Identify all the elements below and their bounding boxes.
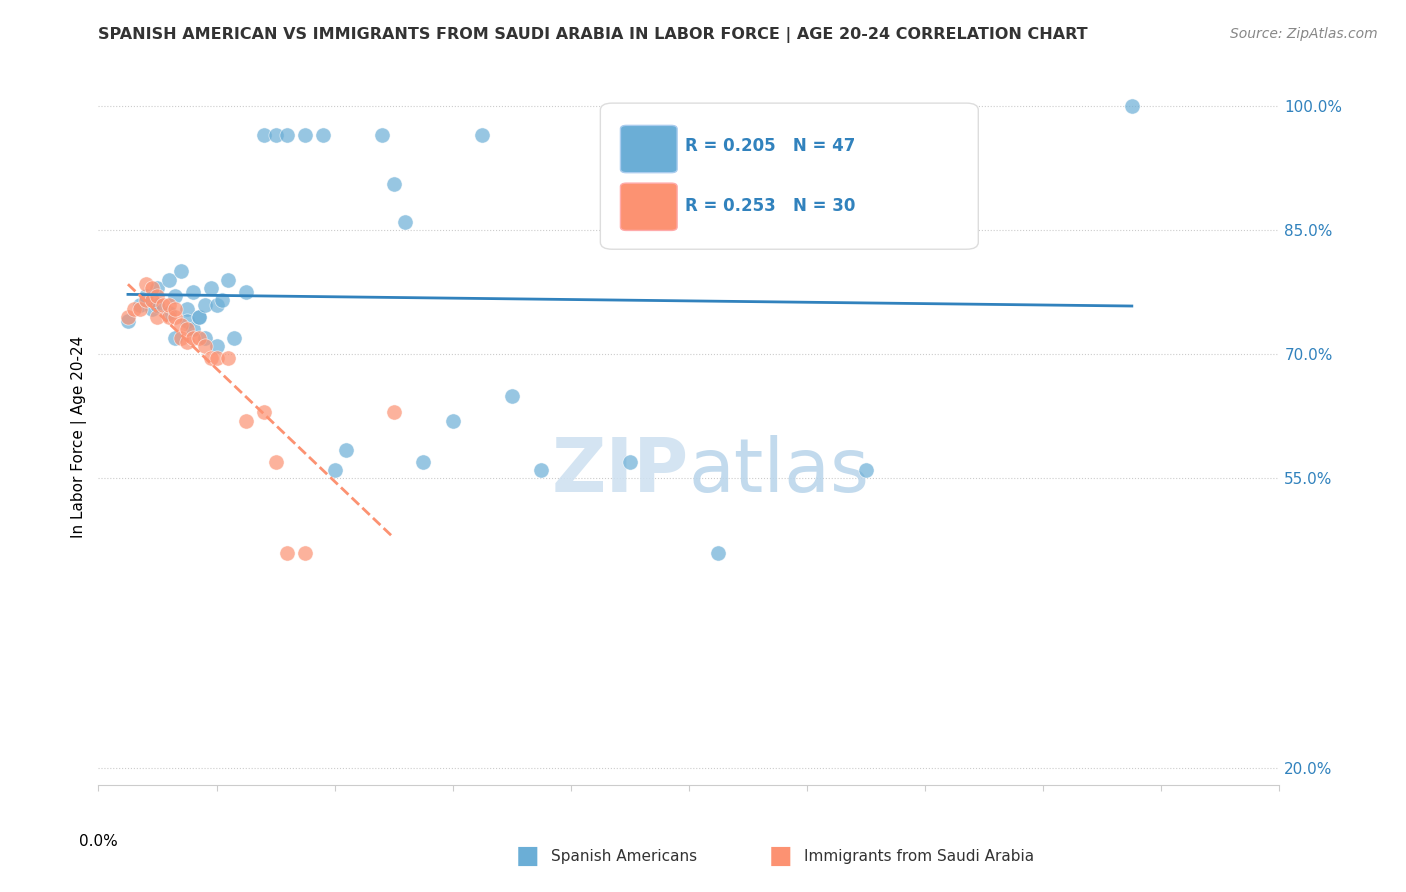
Point bbox=[117, 314, 139, 328]
Point bbox=[141, 281, 163, 295]
Point bbox=[294, 128, 316, 142]
Point bbox=[205, 339, 228, 353]
Text: Immigrants from Saudi Arabia: Immigrants from Saudi Arabia bbox=[804, 849, 1035, 863]
Point bbox=[176, 301, 198, 316]
Point bbox=[394, 215, 416, 229]
Point bbox=[176, 322, 198, 336]
Point bbox=[128, 297, 150, 311]
Text: Spanish Americans: Spanish Americans bbox=[551, 849, 697, 863]
Point bbox=[294, 546, 316, 560]
Point bbox=[211, 293, 233, 308]
Point bbox=[141, 293, 163, 308]
Text: R = 0.253   N = 30: R = 0.253 N = 30 bbox=[685, 197, 856, 215]
FancyBboxPatch shape bbox=[600, 103, 979, 249]
Point bbox=[205, 297, 228, 311]
Point bbox=[619, 455, 641, 469]
Point bbox=[170, 331, 193, 345]
Y-axis label: In Labor Force | Age 20-24: In Labor Force | Age 20-24 bbox=[72, 336, 87, 538]
Point bbox=[122, 301, 145, 316]
Point bbox=[187, 310, 209, 324]
FancyBboxPatch shape bbox=[620, 126, 678, 173]
Point bbox=[471, 128, 494, 142]
Point bbox=[264, 455, 287, 469]
Text: 0.0%: 0.0% bbox=[79, 834, 118, 848]
Point bbox=[264, 128, 287, 142]
FancyBboxPatch shape bbox=[620, 183, 678, 230]
Text: ■: ■ bbox=[769, 845, 792, 868]
Point bbox=[146, 310, 169, 324]
Point bbox=[157, 306, 180, 320]
Point bbox=[200, 281, 222, 295]
Point bbox=[128, 301, 150, 316]
Point bbox=[323, 463, 346, 477]
Point bbox=[194, 297, 217, 311]
Point bbox=[235, 285, 257, 299]
Point bbox=[707, 546, 730, 560]
Point bbox=[530, 463, 553, 477]
Point bbox=[181, 322, 204, 336]
Point bbox=[117, 310, 139, 324]
Point bbox=[165, 310, 187, 324]
Text: ZIP: ZIP bbox=[551, 435, 689, 508]
Point bbox=[1121, 99, 1143, 113]
Point bbox=[194, 339, 217, 353]
Point bbox=[165, 331, 187, 345]
Point bbox=[276, 128, 298, 142]
Point bbox=[501, 389, 523, 403]
Point bbox=[312, 128, 335, 142]
Text: SPANISH AMERICAN VS IMMIGRANTS FROM SAUDI ARABIA IN LABOR FORCE | AGE 20-24 CORR: SPANISH AMERICAN VS IMMIGRANTS FROM SAUD… bbox=[98, 27, 1088, 43]
Point bbox=[382, 405, 405, 419]
Point bbox=[135, 277, 157, 291]
Point bbox=[855, 463, 877, 477]
Point bbox=[235, 413, 257, 427]
Point bbox=[217, 273, 239, 287]
Point bbox=[176, 314, 198, 328]
Point bbox=[678, 128, 700, 142]
Point bbox=[165, 289, 187, 303]
Text: atlas: atlas bbox=[689, 435, 870, 508]
Point bbox=[146, 289, 169, 303]
Point bbox=[200, 351, 222, 366]
Point bbox=[181, 285, 204, 299]
Text: Source: ZipAtlas.com: Source: ZipAtlas.com bbox=[1230, 27, 1378, 41]
Point bbox=[253, 405, 276, 419]
Text: ■: ■ bbox=[516, 845, 538, 868]
Point bbox=[181, 331, 204, 345]
Point bbox=[152, 297, 174, 311]
Point bbox=[412, 455, 434, 469]
Point bbox=[135, 289, 157, 303]
Point bbox=[224, 331, 246, 345]
Point bbox=[157, 310, 180, 324]
Point bbox=[194, 331, 217, 345]
Point bbox=[441, 413, 464, 427]
Point bbox=[371, 128, 394, 142]
Point bbox=[157, 297, 180, 311]
Point bbox=[187, 310, 209, 324]
Point bbox=[146, 297, 169, 311]
Point bbox=[253, 128, 276, 142]
Point bbox=[135, 293, 157, 308]
Point bbox=[205, 351, 228, 366]
Point bbox=[217, 351, 239, 366]
Point bbox=[170, 264, 193, 278]
Point bbox=[176, 334, 198, 349]
Point bbox=[335, 442, 357, 457]
Point bbox=[170, 318, 193, 333]
Point bbox=[187, 331, 209, 345]
Point bbox=[141, 301, 163, 316]
Point bbox=[766, 198, 789, 212]
Point bbox=[165, 301, 187, 316]
Point bbox=[276, 546, 298, 560]
Point bbox=[146, 281, 169, 295]
Point bbox=[157, 273, 180, 287]
Text: R = 0.205   N = 47: R = 0.205 N = 47 bbox=[685, 137, 856, 155]
Point bbox=[382, 178, 405, 192]
